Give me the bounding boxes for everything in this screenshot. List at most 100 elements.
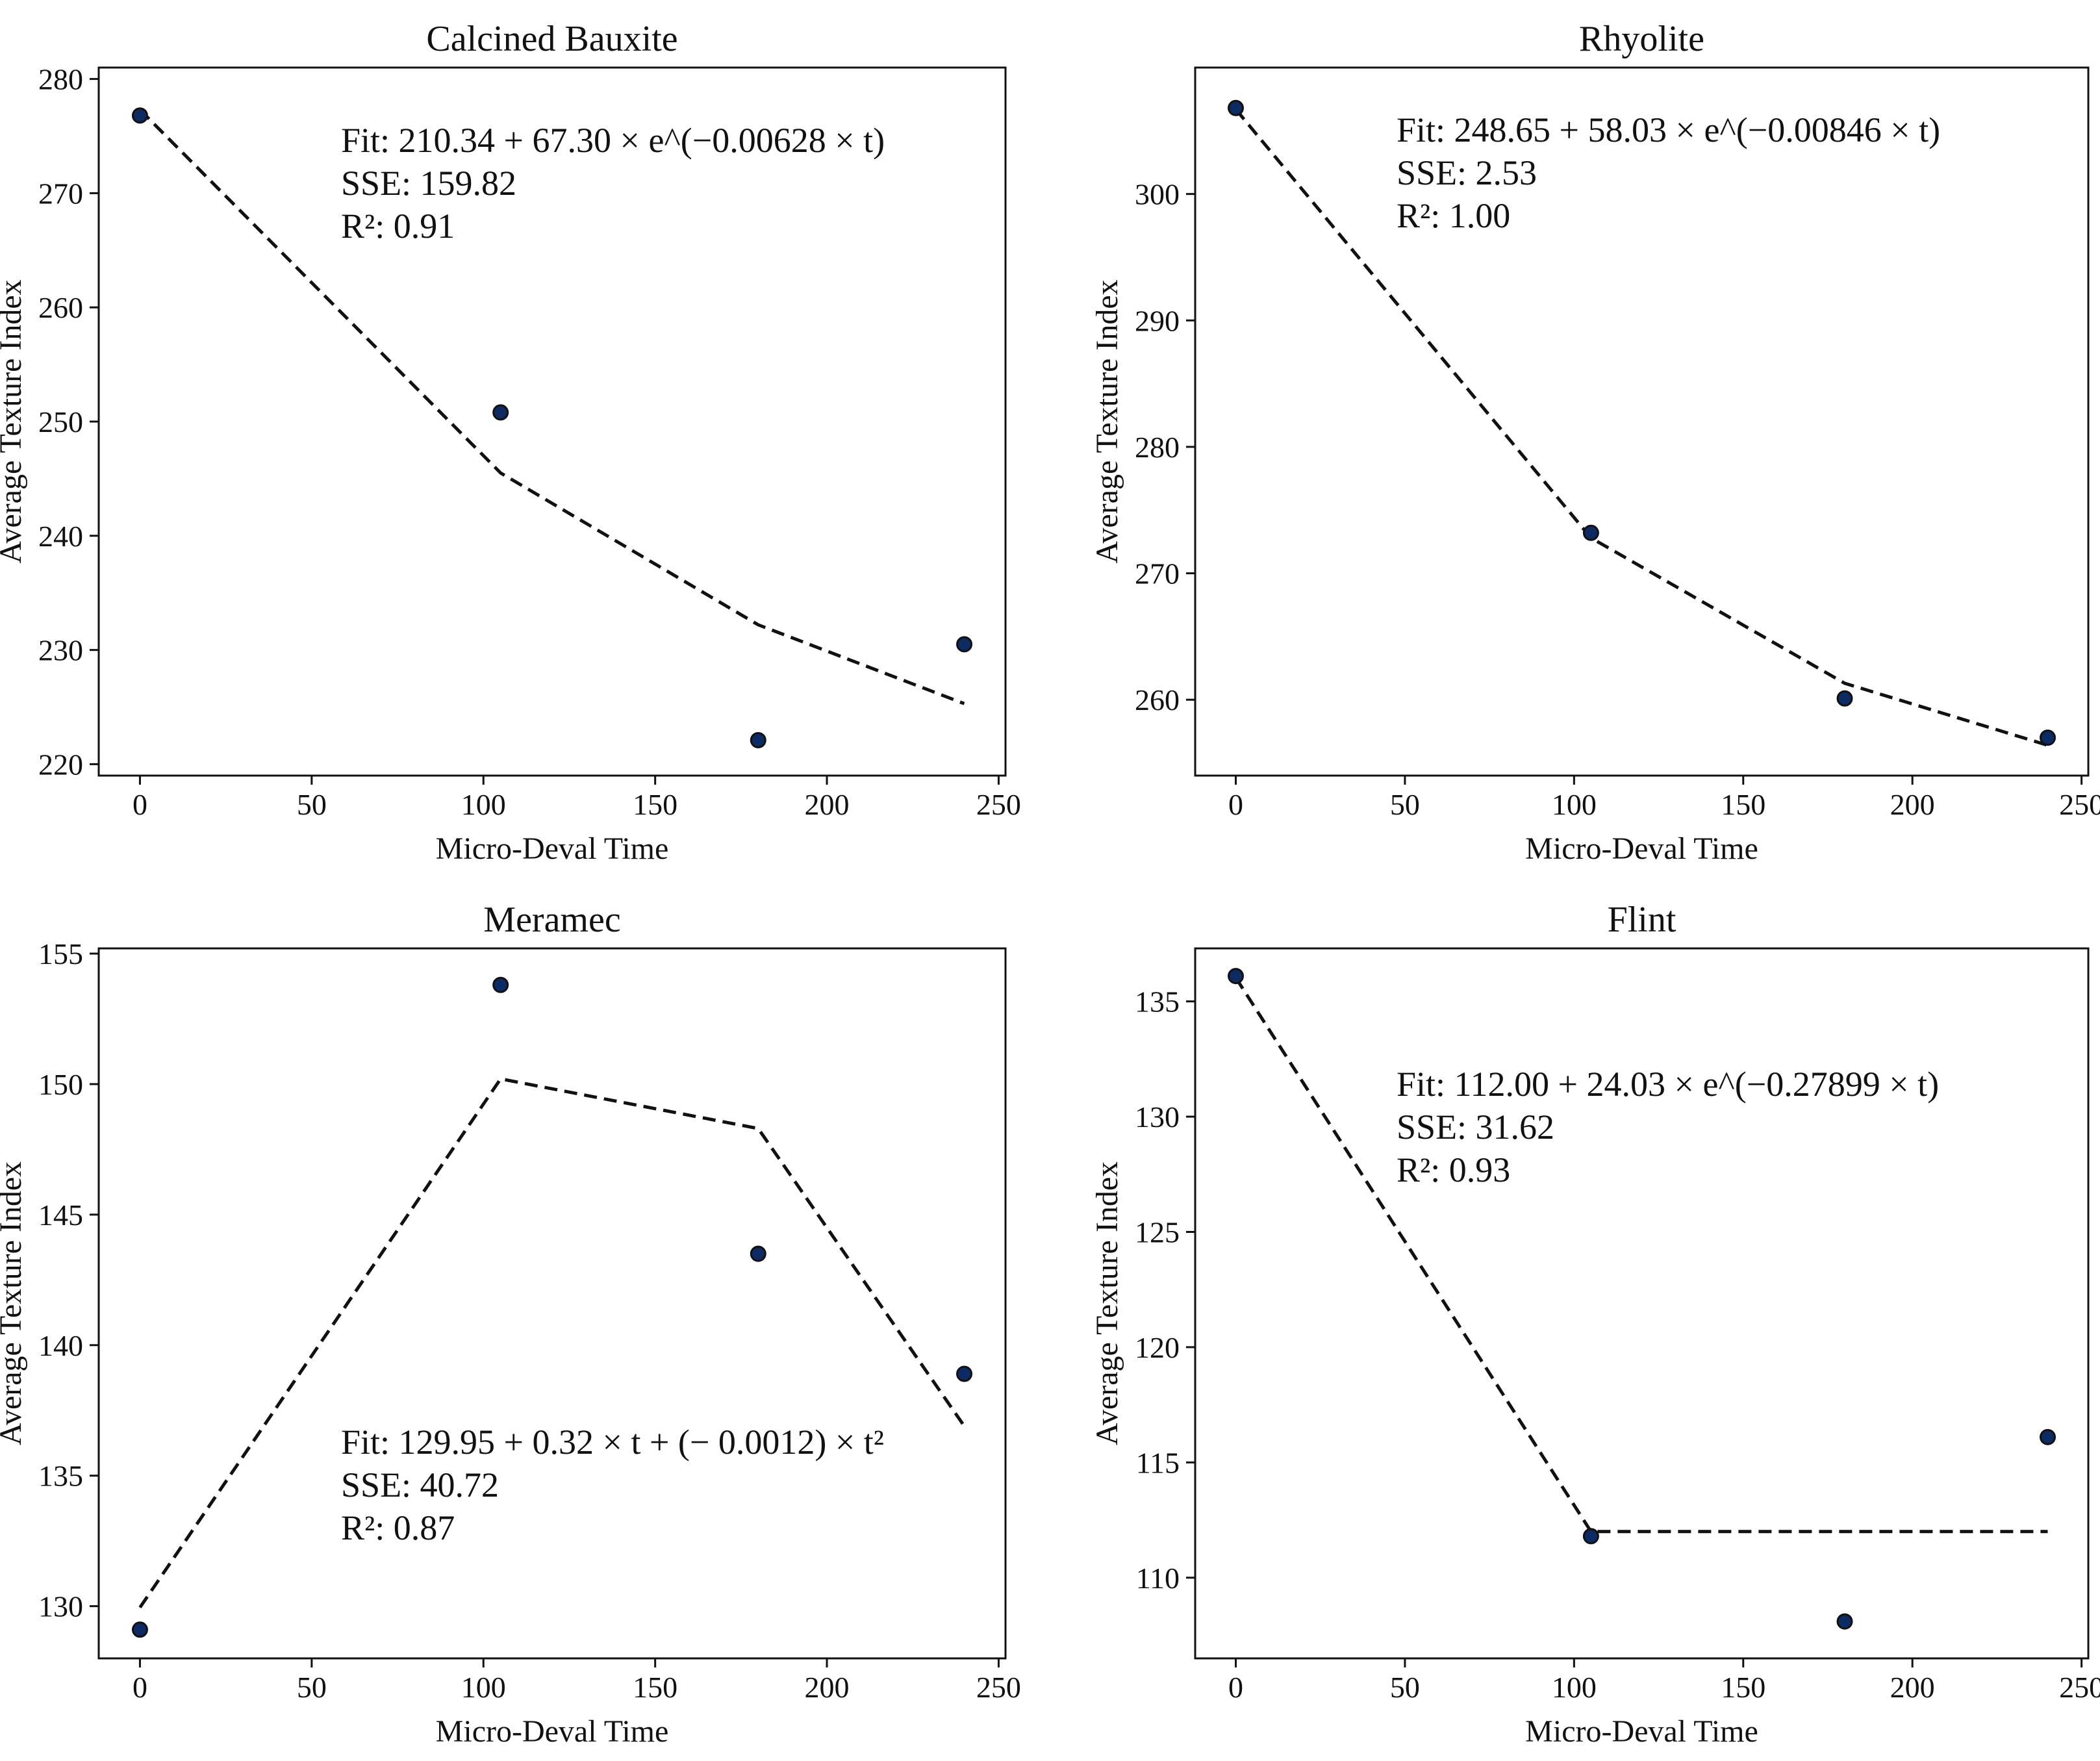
- fit-annotation-line: Fit: 129.95 + 0.32 × t + (− 0.0012) × t²: [341, 1423, 884, 1462]
- data-point: [750, 1245, 766, 1262]
- fit-annotation-line: R²: 0.91: [341, 207, 455, 246]
- y-tick-label: 125: [1135, 1215, 1180, 1248]
- x-tick-label: 0: [1228, 788, 1243, 821]
- data-point: [492, 976, 509, 993]
- fit-line: [138, 108, 965, 705]
- y-tick-label: 290: [1135, 304, 1180, 337]
- y-tick-label: 300: [1135, 178, 1180, 211]
- axes-frame: [97, 66, 1007, 777]
- x-tick-label: 250: [2059, 1671, 2100, 1704]
- data-point: [750, 732, 766, 748]
- fit-annotation-line: Fit: 248.65 + 58.03 × e^(−0.00846 × t): [1397, 110, 1940, 149]
- y-tick-label: 260: [38, 291, 83, 324]
- axes-frame: [97, 947, 1007, 1660]
- fit-annotation-line: SSE: 159.82: [341, 164, 516, 203]
- x-tick-label: 50: [1390, 1671, 1420, 1704]
- y-axis-label: Average Texture Index: [1090, 279, 1124, 563]
- x-tick-label: 250: [976, 788, 1021, 821]
- y-axis-label: Average Texture Index: [1090, 1161, 1124, 1445]
- y-tick-label: 280: [1135, 431, 1180, 464]
- y-tick-label: 270: [38, 177, 83, 210]
- x-tick-label: 250: [2059, 788, 2100, 821]
- fit-line: [1234, 976, 2048, 1534]
- chart-panel-4: Flint 0 50 100 150 200 250 110 115 120 125 130 135 Mi…: [1090, 900, 2100, 1749]
- fit-line: [1234, 108, 2049, 747]
- data-point: [492, 404, 509, 421]
- x-tick-label: 200: [805, 788, 850, 821]
- data-point: [2040, 1428, 2056, 1445]
- fit-annotation-line: SSE: 2.53: [1397, 153, 1537, 192]
- fit-annotation-line: R²: 1.00: [1397, 196, 1510, 235]
- x-tick-label: 0: [133, 788, 147, 821]
- y-tick-label: 135: [38, 1460, 83, 1493]
- y-axis-label: Average Texture Index: [0, 279, 28, 563]
- x-tick-label: 150: [1721, 788, 1765, 821]
- fit-annotation-line: Fit: 210.34 + 67.30 × e^(−0.00628 × t): [341, 121, 885, 160]
- x-tick-label: 0: [1228, 1671, 1243, 1704]
- y-tick-label: 135: [1135, 985, 1180, 1019]
- y-tick-label: 130: [38, 1590, 83, 1623]
- x-tick-label: 50: [1390, 788, 1420, 821]
- x-tick-label: 250: [976, 1671, 1021, 1704]
- x-axis-label: Micro-Deval Time: [1525, 1714, 1758, 1749]
- fit-annotation-line: SSE: 31.62: [1397, 1108, 1554, 1147]
- data-point: [956, 1365, 973, 1382]
- y-tick-label: 145: [38, 1198, 83, 1232]
- x-tick-label: 200: [1890, 788, 1935, 821]
- fit-annotation-line: Fit: 112.00 + 24.03 × e^(−0.27899 × t): [1397, 1065, 1939, 1104]
- fit-line: [138, 1077, 966, 1609]
- data-point: [1228, 99, 1244, 116]
- data-point: [1582, 524, 1599, 541]
- data-point: [1582, 1528, 1599, 1545]
- y-tick-label: 150: [38, 1068, 83, 1101]
- data-point: [1228, 968, 1244, 985]
- x-tick-label: 0: [133, 1671, 147, 1704]
- x-axis-label: Micro-Deval Time: [1525, 831, 1758, 866]
- y-tick-label: 230: [38, 634, 83, 667]
- data-point: [1836, 690, 1853, 707]
- chart-panel-2: Rhyolite 0 50 100 150 200 250 260 270 280 290 300 Mi…: [1090, 19, 2100, 866]
- fit-annotation-line: R²: 0.93: [1397, 1150, 1510, 1189]
- chart-title: Flint: [1608, 900, 1676, 940]
- y-tick-label: 155: [38, 937, 83, 970]
- data-point: [956, 636, 973, 653]
- axes-frame: [1194, 66, 2090, 777]
- data-point: [131, 107, 148, 124]
- x-axis-label: Micro-Deval Time: [436, 831, 669, 866]
- axes-frame: [1194, 947, 2090, 1660]
- y-tick-label: 270: [1135, 557, 1180, 590]
- y-tick-label: 120: [1135, 1331, 1180, 1364]
- x-tick-label: 50: [297, 1671, 327, 1704]
- y-tick-label: 260: [1135, 683, 1180, 716]
- x-tick-label: 200: [1890, 1671, 1935, 1704]
- x-tick-label: 150: [633, 788, 677, 821]
- y-tick-label: 140: [38, 1329, 83, 1362]
- y-tick-label: 280: [38, 63, 83, 96]
- x-tick-label: 150: [1721, 1671, 1765, 1704]
- fit-annotation-line: SSE: 40.72: [341, 1465, 499, 1504]
- fit-annotation-line: R²: 0.87: [341, 1508, 455, 1547]
- y-tick-label: 115: [1136, 1446, 1180, 1479]
- y-tick-label: 110: [1136, 1562, 1180, 1595]
- x-tick-label: 100: [461, 788, 506, 821]
- chart-title: Calcined Bauxite: [426, 19, 677, 59]
- chart-panel-3: Meramec 0 50 100 150 200 250 130 135 140 145 150 155…: [0, 900, 1021, 1749]
- x-tick-label: 50: [297, 788, 327, 821]
- chart-title: Meramec: [483, 900, 620, 940]
- x-tick-label: 150: [633, 1671, 677, 1704]
- data-point: [131, 1621, 148, 1638]
- y-tick-label: 240: [38, 520, 83, 553]
- y-tick-label: 130: [1135, 1100, 1180, 1134]
- chart-panel-1: Calcined Bauxite 0 50 100 150 200 250 220 230 240…: [0, 19, 1021, 866]
- x-axis-label: Micro-Deval Time: [436, 1714, 669, 1749]
- x-tick-label: 100: [1552, 788, 1597, 821]
- y-tick-label: 250: [38, 405, 83, 438]
- y-tick-label: 220: [38, 748, 83, 781]
- x-tick-label: 100: [461, 1671, 506, 1704]
- x-tick-label: 100: [1552, 1671, 1597, 1704]
- y-axis-label: Average Texture Index: [0, 1161, 28, 1445]
- x-tick-label: 200: [805, 1671, 850, 1704]
- data-point: [2040, 729, 2056, 746]
- data-point: [1836, 1613, 1853, 1630]
